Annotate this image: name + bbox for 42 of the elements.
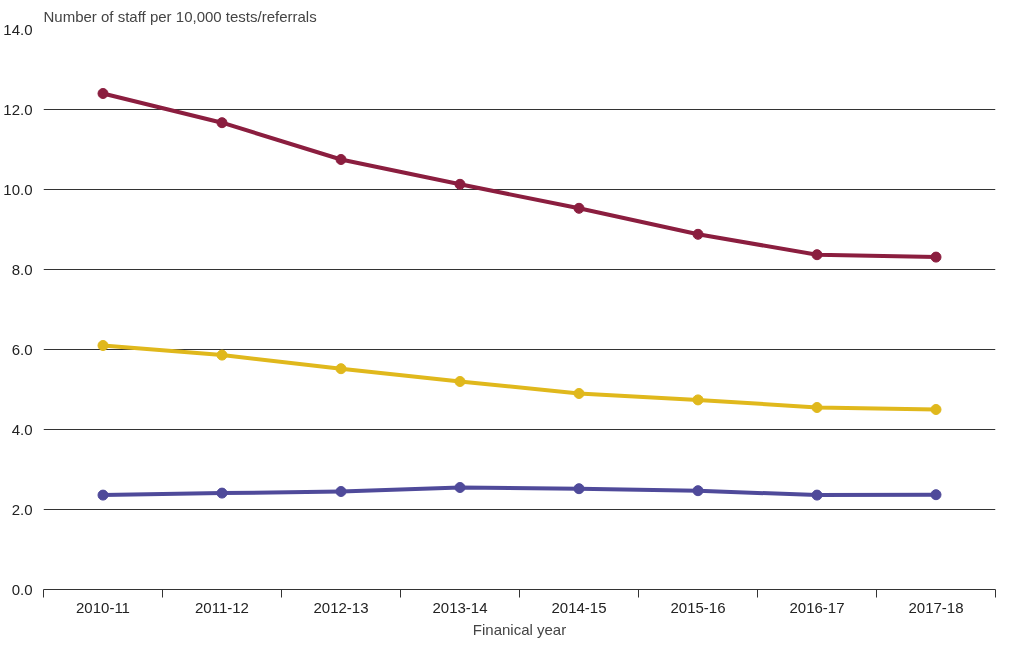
y-tick-label: 14.0 [3,20,33,38]
point [692,485,704,497]
point [692,394,704,406]
point [97,340,109,351]
x-tick-label: 2016-17 [789,598,845,616]
point [454,482,466,493]
point [573,202,585,214]
y-tick-label: 4.0 [11,420,33,438]
y-tick-label: 6.0 [11,340,33,358]
x-tick-label: 2011-12 [195,598,249,616]
x-axis-title: Finanical year [472,620,567,638]
point [454,376,466,387]
point [216,117,228,129]
point [335,486,347,497]
x-tick-label: 2013-14 [432,598,488,616]
point [216,487,228,499]
y-tick-label: 10.0 [3,180,33,198]
point [216,349,228,361]
x-tick-label: 2010-11 [76,598,130,616]
x-tick-label: 2017-18 [908,598,964,616]
y-tick-label: 2.0 [11,500,33,518]
y-tick-label: 0.0 [11,580,33,598]
point [692,228,704,240]
point [930,404,942,415]
point [97,88,109,99]
point [97,489,109,501]
point [811,249,823,261]
point [454,178,466,190]
y-tick-label: 12.0 [3,100,33,118]
point [573,388,585,399]
point [811,402,823,413]
point [335,154,347,165]
x-tick-label: 2012-13 [313,598,369,616]
point [930,489,942,501]
point [930,251,942,263]
point [335,363,347,375]
x-tick-label: 2014-15 [551,598,607,616]
point [811,489,823,501]
y-axis-title: Number of staff per 10,000 tests/referrals [43,7,317,25]
y-tick-label: 8.0 [11,260,33,278]
point [573,483,585,495]
x-tick-label: 2015-16 [670,598,726,616]
